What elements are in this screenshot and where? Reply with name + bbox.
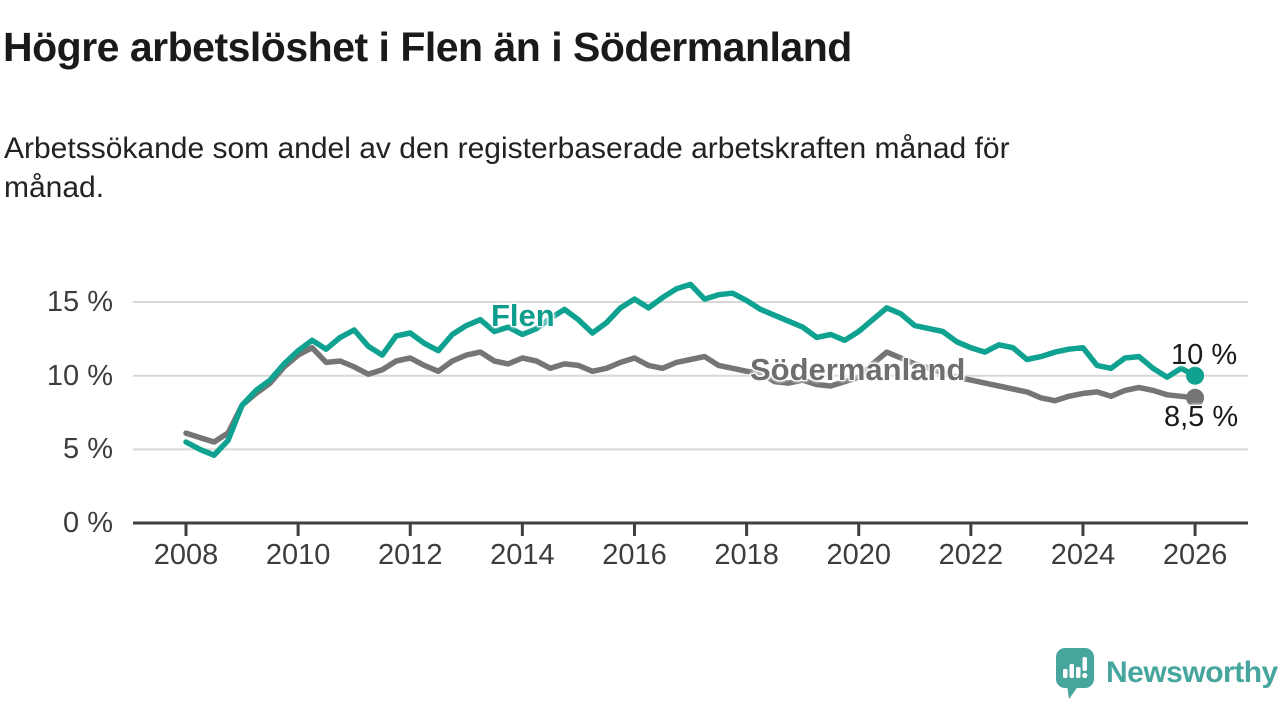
series-label-sodermanland: Södermanland (750, 352, 966, 387)
subtitle-line-1: Arbetssökande som andel av den registerb… (4, 132, 1010, 165)
x-tick-label-2010: 2010 (265, 539, 331, 571)
series-endpoint-sodermanland (1186, 388, 1205, 407)
x-tick-label-2012: 2012 (377, 539, 443, 571)
newsworthy-logo-text: Newsworthy (1106, 656, 1278, 689)
x-tick-label-2014: 2014 (490, 539, 555, 571)
newsworthy-logo-icon (1056, 648, 1094, 699)
x-tick-label-2022: 2022 (938, 539, 1004, 571)
end-value-label-flen: 10 % (1171, 339, 1238, 371)
end-value-label-sodermanland: 8,5 % (1164, 401, 1239, 433)
x-tick-label-2008: 2008 (153, 539, 219, 571)
series-line-flen (183, 281, 1198, 458)
x-tick-label-2024: 2024 (1050, 539, 1116, 571)
y-tick-label-10: 10 % (46, 359, 113, 392)
x-tick-label-2018: 2018 (714, 539, 779, 571)
x-tick-label-2020: 2020 (826, 539, 891, 571)
subtitle-line-2: månad. (4, 171, 105, 204)
newsworthy-logo: Newsworthy (1056, 648, 1278, 700)
page-title: Högre arbetslöshet i Flen än i Södermanl… (3, 24, 852, 70)
series-label-flen: Flen (491, 298, 555, 333)
y-tick-label-15: 15 % (46, 286, 113, 319)
y-tick-label-0: 0 % (63, 507, 113, 539)
x-tick-label-2026: 2026 (1162, 539, 1228, 571)
y-tick-label-5: 5 % (63, 433, 113, 466)
series-line-sodermanland (183, 344, 1198, 445)
x-tick-label-2016: 2016 (602, 539, 667, 571)
chart-subtitle: Arbetssökande som andel av den registerb… (4, 129, 1204, 207)
series-endpoint-flen (1186, 366, 1205, 385)
